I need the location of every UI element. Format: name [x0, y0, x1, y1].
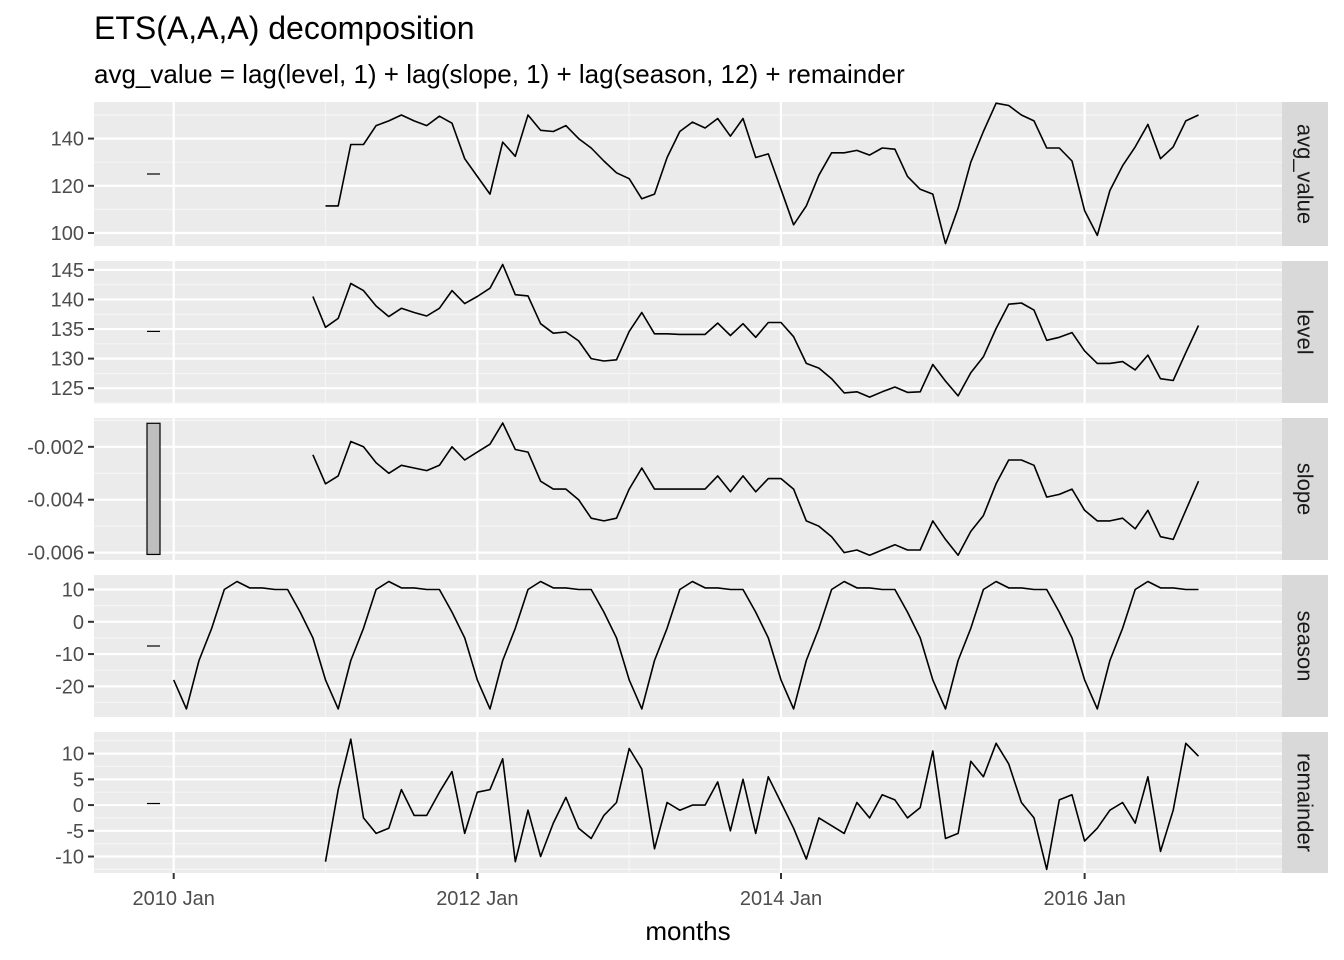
panel-background: [94, 575, 1282, 717]
facet-strip: [1282, 418, 1328, 560]
panel-background: [94, 102, 1282, 246]
x-axis-label: months: [645, 916, 730, 946]
facet-strip: [1282, 261, 1328, 403]
y-tick-label: 5: [73, 769, 84, 791]
y-tick-label: 0: [73, 612, 84, 634]
panel-season: -20 -10 0 10 season: [55, 575, 1328, 717]
x-axis: 2010 Jan 2012 Jan 2014 Jan 2016 Jan: [133, 873, 1126, 910]
y-tick-label: 100: [51, 223, 84, 245]
series-line-avg_value: [325, 102, 1199, 245]
x-tick-label: 2014 Jan: [740, 888, 822, 910]
y-tick-label: 0: [73, 795, 84, 817]
y-tick-label: 145: [51, 260, 84, 282]
chart-subtitle: avg_value = lag(level, 1) + lag(slope, 1…: [94, 59, 905, 89]
y-tick-label: 120: [51, 176, 84, 198]
series-line-level: [312, 263, 1200, 398]
x-tick-label: 2016 Jan: [1043, 888, 1125, 910]
y-tick-label: 135: [51, 319, 84, 341]
series-line-slope: [312, 422, 1200, 557]
y-tick-label: -0.002: [27, 437, 84, 459]
facet-strip-label: season: [1293, 611, 1318, 682]
y-tick-label: 140: [51, 289, 84, 311]
x-tick-label: 2010 Jan: [133, 888, 215, 910]
series-line-season: [172, 580, 1199, 710]
y-tick-label: -10: [55, 847, 84, 869]
y-tick-label: 10: [62, 744, 84, 766]
facet-strip-label: level: [1293, 309, 1318, 354]
y-tick-label: 130: [51, 349, 84, 371]
panel-slope: -0.006 -0.004 -0.002 slope: [27, 418, 1328, 565]
chart-title: ETS(A,A,A) decomposition: [94, 10, 475, 46]
panel-remainder: -10 -5 0 5 10 remainder: [55, 732, 1328, 873]
x-tick-label: 2012 Jan: [436, 888, 518, 910]
facet-strip: [1282, 732, 1328, 873]
series-line-remainder: [324, 738, 1200, 871]
y-tick-label: -10: [55, 644, 84, 666]
y-tick-label: -0.004: [27, 490, 84, 512]
scale-bar: [146, 422, 161, 556]
facet-strip-label: remainder: [1293, 753, 1318, 852]
facet-strip-label: avg_value: [1293, 124, 1318, 224]
y-tick-label: 10: [62, 580, 84, 602]
panel-background: [94, 261, 1282, 403]
facet-strip: [1282, 102, 1328, 246]
panel-avg_value: 100 120 140 avg_value: [51, 102, 1328, 246]
y-tick-label: -5: [66, 821, 84, 843]
panel-level: 125 130 135 140 145 level: [51, 260, 1328, 404]
facet-strip-label: slope: [1293, 463, 1318, 516]
y-tick-label: 140: [51, 129, 84, 151]
y-tick-label: 125: [51, 378, 84, 400]
y-tick-label: -20: [55, 676, 84, 698]
y-tick-label: -0.006: [27, 543, 84, 565]
facet-strip: [1282, 575, 1328, 717]
